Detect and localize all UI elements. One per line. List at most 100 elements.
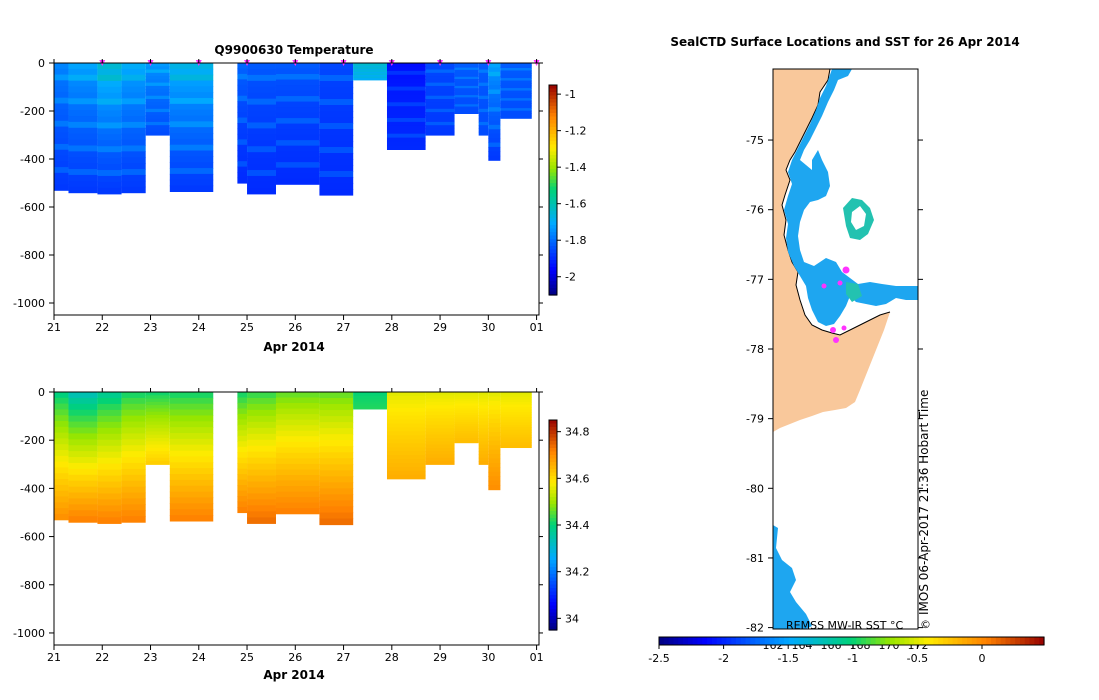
sst-colorbar-segment: [885, 637, 891, 645]
y-tick-label: -600: [20, 201, 45, 214]
profile-cell: [145, 441, 170, 446]
profile-cell: [54, 479, 69, 486]
colorbar-segment: [549, 490, 557, 495]
profile-cell: [54, 438, 69, 445]
profile-cell: [169, 63, 214, 70]
profile-cell: [237, 397, 248, 404]
profile-cell: [54, 126, 69, 133]
sst-colorbar-segment: [976, 637, 983, 645]
colorbar-segment: [549, 232, 557, 237]
profile-cell: [247, 146, 276, 153]
sst-colorbar-tick-label: -1: [847, 652, 858, 665]
profile-cell: [425, 461, 455, 465]
profile-cell: [500, 404, 532, 408]
profile-cell: [121, 451, 146, 458]
profile-cell: [54, 409, 69, 416]
profile-cell: [500, 417, 532, 421]
colorbar-segment: [549, 148, 557, 153]
profile-cell: [488, 146, 501, 152]
profile-cell: [97, 128, 122, 135]
profile-cell: [97, 152, 122, 159]
seal-ctd-locations: [821, 266, 850, 343]
profile-cell: [97, 158, 122, 165]
profile-cell: [353, 406, 387, 408]
profile-cell: [275, 419, 320, 426]
profile-cell: [145, 76, 170, 80]
profile-cell: [454, 398, 479, 402]
profile-cell: [54, 184, 69, 191]
profile-cell: [454, 72, 479, 76]
colorbar-segment: [549, 95, 557, 100]
profile-cell: [169, 179, 214, 187]
profile-cell: [386, 117, 426, 123]
profile-cell: [478, 398, 489, 403]
colorbar-segment: [549, 497, 557, 502]
profile-cell: [353, 398, 387, 401]
x-tick-label: 26: [288, 651, 302, 664]
colorbar-segment: [549, 591, 557, 596]
profile-cell: [247, 481, 276, 489]
profile-cell: [478, 102, 489, 107]
profile-cell: [169, 462, 214, 469]
profile-cell: [237, 490, 248, 497]
profile-cell: [478, 428, 489, 433]
map-y-tick-label: -81: [746, 552, 764, 565]
profile-cell: [121, 74, 146, 82]
colorbar-segment: [549, 113, 557, 118]
profile-cell: [237, 68, 248, 75]
profile-cell: [68, 110, 98, 117]
sst-colorbar-segment: [798, 637, 804, 645]
profile-cell: [454, 88, 479, 92]
profile-cell: [247, 493, 276, 501]
profile-cell: [488, 409, 501, 415]
profile-cell: [247, 122, 276, 129]
profile-cell: [454, 67, 479, 71]
colorbar-segment: [549, 116, 557, 121]
profile-cell: [275, 151, 320, 158]
profile-cell: [145, 121, 170, 126]
sst-colorbar-segment: [967, 637, 973, 645]
profile-cell: [247, 152, 276, 159]
profile-cell: [353, 401, 387, 403]
temperature-y-ticks: 0 -200 -400 -600 -800 -1000: [13, 57, 543, 310]
sst-colorbar-segment: [769, 637, 776, 645]
colorbar-segment: [549, 539, 557, 544]
profile-cell: [500, 439, 532, 443]
profile-cell: [478, 105, 489, 110]
profile-cell: [500, 63, 532, 67]
colorbar-segment: [549, 281, 557, 286]
profile-cell: [386, 86, 426, 92]
profile-cell: [275, 469, 320, 476]
profile-cell: [237, 392, 248, 399]
sst-colorbar-segment: [942, 637, 949, 645]
colorbar-segment: [549, 535, 557, 540]
profile-cell: [353, 66, 387, 68]
salinity-colorbar: 34.8 34.6 34.4 34.2 34: [548, 419, 590, 631]
colorbar-segment: [549, 444, 557, 449]
profile-cell: [425, 395, 455, 400]
profile-cell: [488, 142, 501, 148]
profile-cell: [169, 403, 214, 411]
sst-colorbar: -2.5 -2 -1.5 -1 -0.5 0: [648, 636, 1045, 665]
profile-cell: [247, 92, 276, 100]
profile-cell: [478, 63, 489, 67]
profile-cell: [54, 120, 69, 128]
profile-cell: [454, 95, 479, 98]
colorbar-segment: [549, 560, 557, 565]
profile-cell: [247, 505, 276, 512]
profile-cell: [478, 411, 489, 416]
profile-cell: [319, 500, 354, 508]
profile-cell: [97, 122, 122, 129]
profile-cell: [169, 74, 214, 82]
profile-cell: [478, 66, 489, 71]
profile-cell: [97, 187, 122, 195]
profile-cell: [169, 485, 214, 493]
sst-colorbar-segment: [803, 637, 809, 645]
profile-cell: [54, 172, 69, 180]
profile-cell: [386, 447, 426, 452]
profile-cell: [425, 454, 455, 459]
profile-cell: [97, 499, 122, 507]
profile-cell: [319, 81, 354, 88]
colorbar-segment: [549, 458, 557, 463]
profile-cell: [54, 403, 69, 411]
